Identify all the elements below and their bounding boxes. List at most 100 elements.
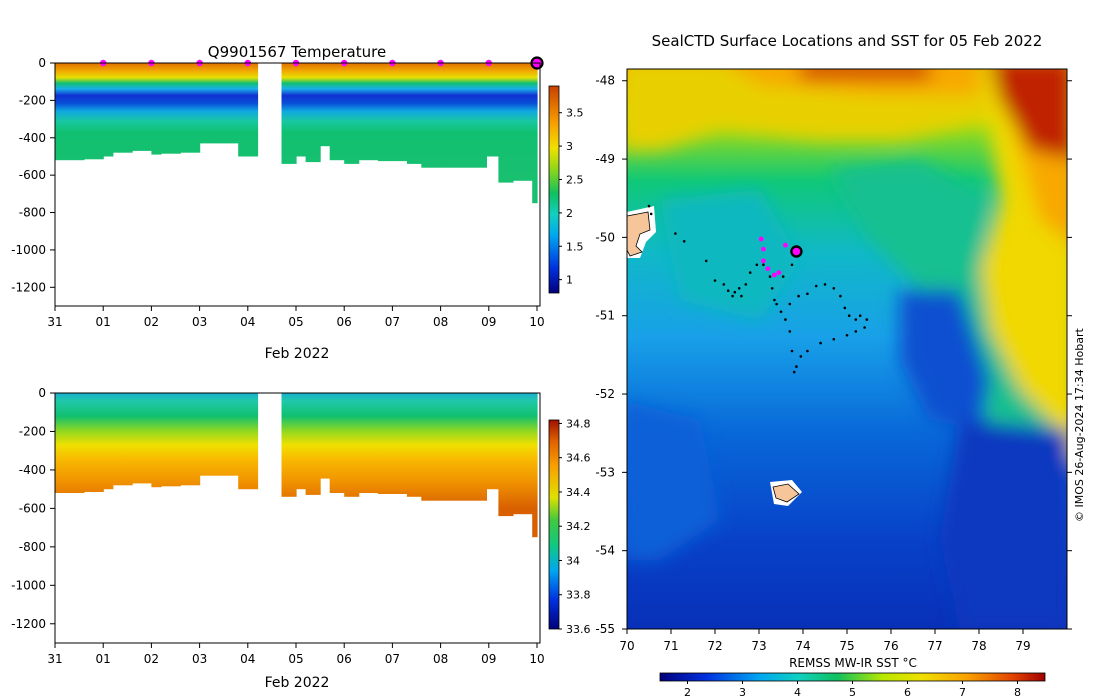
profile-column xyxy=(199,393,225,476)
profile-column xyxy=(83,63,104,160)
lon-tick-label: 79 xyxy=(1015,639,1030,653)
map-latitude-axis: -48 -49 -50 -51 -52 -53 -54 -55 xyxy=(595,74,1072,636)
profile-column xyxy=(238,63,259,157)
land-masses xyxy=(627,206,802,506)
temperature-colorbar-ticks: 3.5 3 2.5 2 1.5 1 xyxy=(559,107,584,287)
x-tick-label: 07 xyxy=(385,315,400,329)
recent-profile-point xyxy=(761,258,766,264)
x-tick-label: 05 xyxy=(288,652,303,666)
profile-column xyxy=(532,393,538,538)
track-point xyxy=(773,298,776,302)
y-tick-label: -1000 xyxy=(11,578,46,592)
profile-column xyxy=(161,63,181,154)
lat-tick-label: -48 xyxy=(595,74,615,88)
profile-column xyxy=(305,63,321,163)
profile-column xyxy=(223,393,239,476)
y-tick-label: -600 xyxy=(19,501,46,515)
lon-tick-label: 77 xyxy=(927,639,942,653)
x-tick-label: 01 xyxy=(96,652,111,666)
temperature-axes-frame xyxy=(54,62,541,307)
y-tick-label: -400 xyxy=(19,463,46,477)
colorbar-tick-label: 33.8 xyxy=(566,589,591,602)
track-point xyxy=(790,349,794,353)
x-tick-label: 04 xyxy=(240,315,255,329)
profile-column xyxy=(329,393,345,493)
x-tick-label: 06 xyxy=(337,652,352,666)
y-tick-label: -800 xyxy=(19,540,46,554)
profile-column xyxy=(55,63,85,161)
salinity-x-axis: 31 01 02 03 04 05 06 07 08 09 10 xyxy=(47,643,545,666)
profile-column xyxy=(358,63,379,161)
track-point xyxy=(832,337,836,341)
recent-profile-positions xyxy=(758,236,788,278)
sst-colorbar-label: REMSS MW-IR SST °C xyxy=(789,656,917,670)
track-point xyxy=(722,283,726,286)
track-point xyxy=(790,263,794,267)
y-tick-label: -1200 xyxy=(11,280,46,294)
y-tick-label: 0 xyxy=(38,386,46,400)
track-point xyxy=(755,263,759,267)
track-point xyxy=(806,292,809,296)
salinity-y-axis: 0 -200 -400 -600 -800 -1000 -1200 xyxy=(11,386,55,631)
salinity-axes-frame xyxy=(54,392,541,644)
track-point xyxy=(768,275,772,278)
recent-profile-point xyxy=(783,242,788,248)
track-point xyxy=(779,310,783,314)
track-point xyxy=(731,294,734,298)
track-point xyxy=(865,318,869,321)
track-point xyxy=(792,370,796,374)
x-tick-label: 03 xyxy=(192,315,207,329)
x-tick-label: 08 xyxy=(433,315,448,329)
track-point xyxy=(854,330,858,333)
profile-column xyxy=(320,393,331,479)
profile-column xyxy=(161,393,181,487)
track-point xyxy=(762,263,765,267)
temperature-panel: Q9901567 Temperature 0 -200 -400 -600 -800 -1… xyxy=(11,43,583,362)
track-point xyxy=(704,259,708,263)
colorbar-tick-label: 1 xyxy=(566,274,573,287)
lat-tick-label: -51 xyxy=(595,309,615,323)
profile-column xyxy=(151,63,162,155)
track-point xyxy=(799,355,803,358)
track-point xyxy=(819,341,822,345)
recent-profile-point xyxy=(776,270,782,275)
sst-colorbar-tick-label: 7 xyxy=(959,686,966,699)
sst-anomalies xyxy=(627,69,1067,629)
profile-column xyxy=(512,63,533,181)
colorbar-tick-label: 2 xyxy=(566,207,573,220)
profile-column xyxy=(377,63,393,162)
y-tick-label: -1000 xyxy=(11,243,46,257)
profile-column xyxy=(440,63,487,168)
map-longitude-axis: 70 71 72 73 74 75 76 77 78 79 xyxy=(619,629,1031,653)
y-tick-label: -1200 xyxy=(11,617,46,631)
heard-island xyxy=(772,483,800,503)
track-point xyxy=(845,334,849,337)
profile-column xyxy=(440,393,487,501)
x-tick-label: 01 xyxy=(96,315,111,329)
colorbar-tick-label: 2.5 xyxy=(566,173,584,186)
x-tick-label: 31 xyxy=(47,315,62,329)
track-point xyxy=(781,275,785,278)
salinity-profile-columns xyxy=(55,393,538,538)
profile-column xyxy=(223,63,239,144)
y-tick-label: -600 xyxy=(19,168,46,182)
x-tick-label: 02 xyxy=(144,315,159,329)
recent-profile-point xyxy=(765,266,771,272)
track-point xyxy=(748,271,752,274)
profile-column xyxy=(180,63,201,153)
track-point xyxy=(784,318,787,321)
profile-column xyxy=(377,393,393,494)
profile-column xyxy=(329,63,345,161)
lat-tick-label: -55 xyxy=(595,622,615,636)
colorbar-tick-label: 34.8 xyxy=(566,417,591,430)
profile-column xyxy=(498,63,514,183)
colorbar-tick-label: 34.6 xyxy=(566,452,591,465)
x-tick-label: 07 xyxy=(385,652,400,666)
profile-column xyxy=(344,393,360,497)
profile-column xyxy=(320,63,331,147)
x-tick-label: 04 xyxy=(240,652,255,666)
track-point xyxy=(682,240,686,243)
colorbar-tick-label: 34 xyxy=(566,554,580,567)
salinity-x-label: Feb 2022 xyxy=(265,675,330,691)
lat-tick-label: -54 xyxy=(595,544,615,558)
